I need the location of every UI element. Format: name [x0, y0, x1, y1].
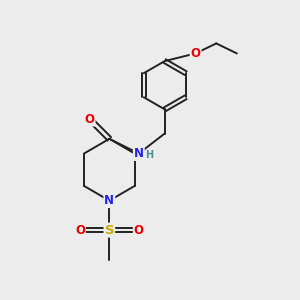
- Text: O: O: [190, 47, 201, 60]
- Text: S: S: [105, 224, 114, 237]
- Text: H: H: [145, 150, 153, 160]
- Text: O: O: [75, 224, 85, 237]
- Text: O: O: [134, 224, 144, 237]
- Text: N: N: [104, 194, 114, 207]
- Text: O: O: [85, 112, 94, 126]
- Text: N: N: [134, 147, 144, 160]
